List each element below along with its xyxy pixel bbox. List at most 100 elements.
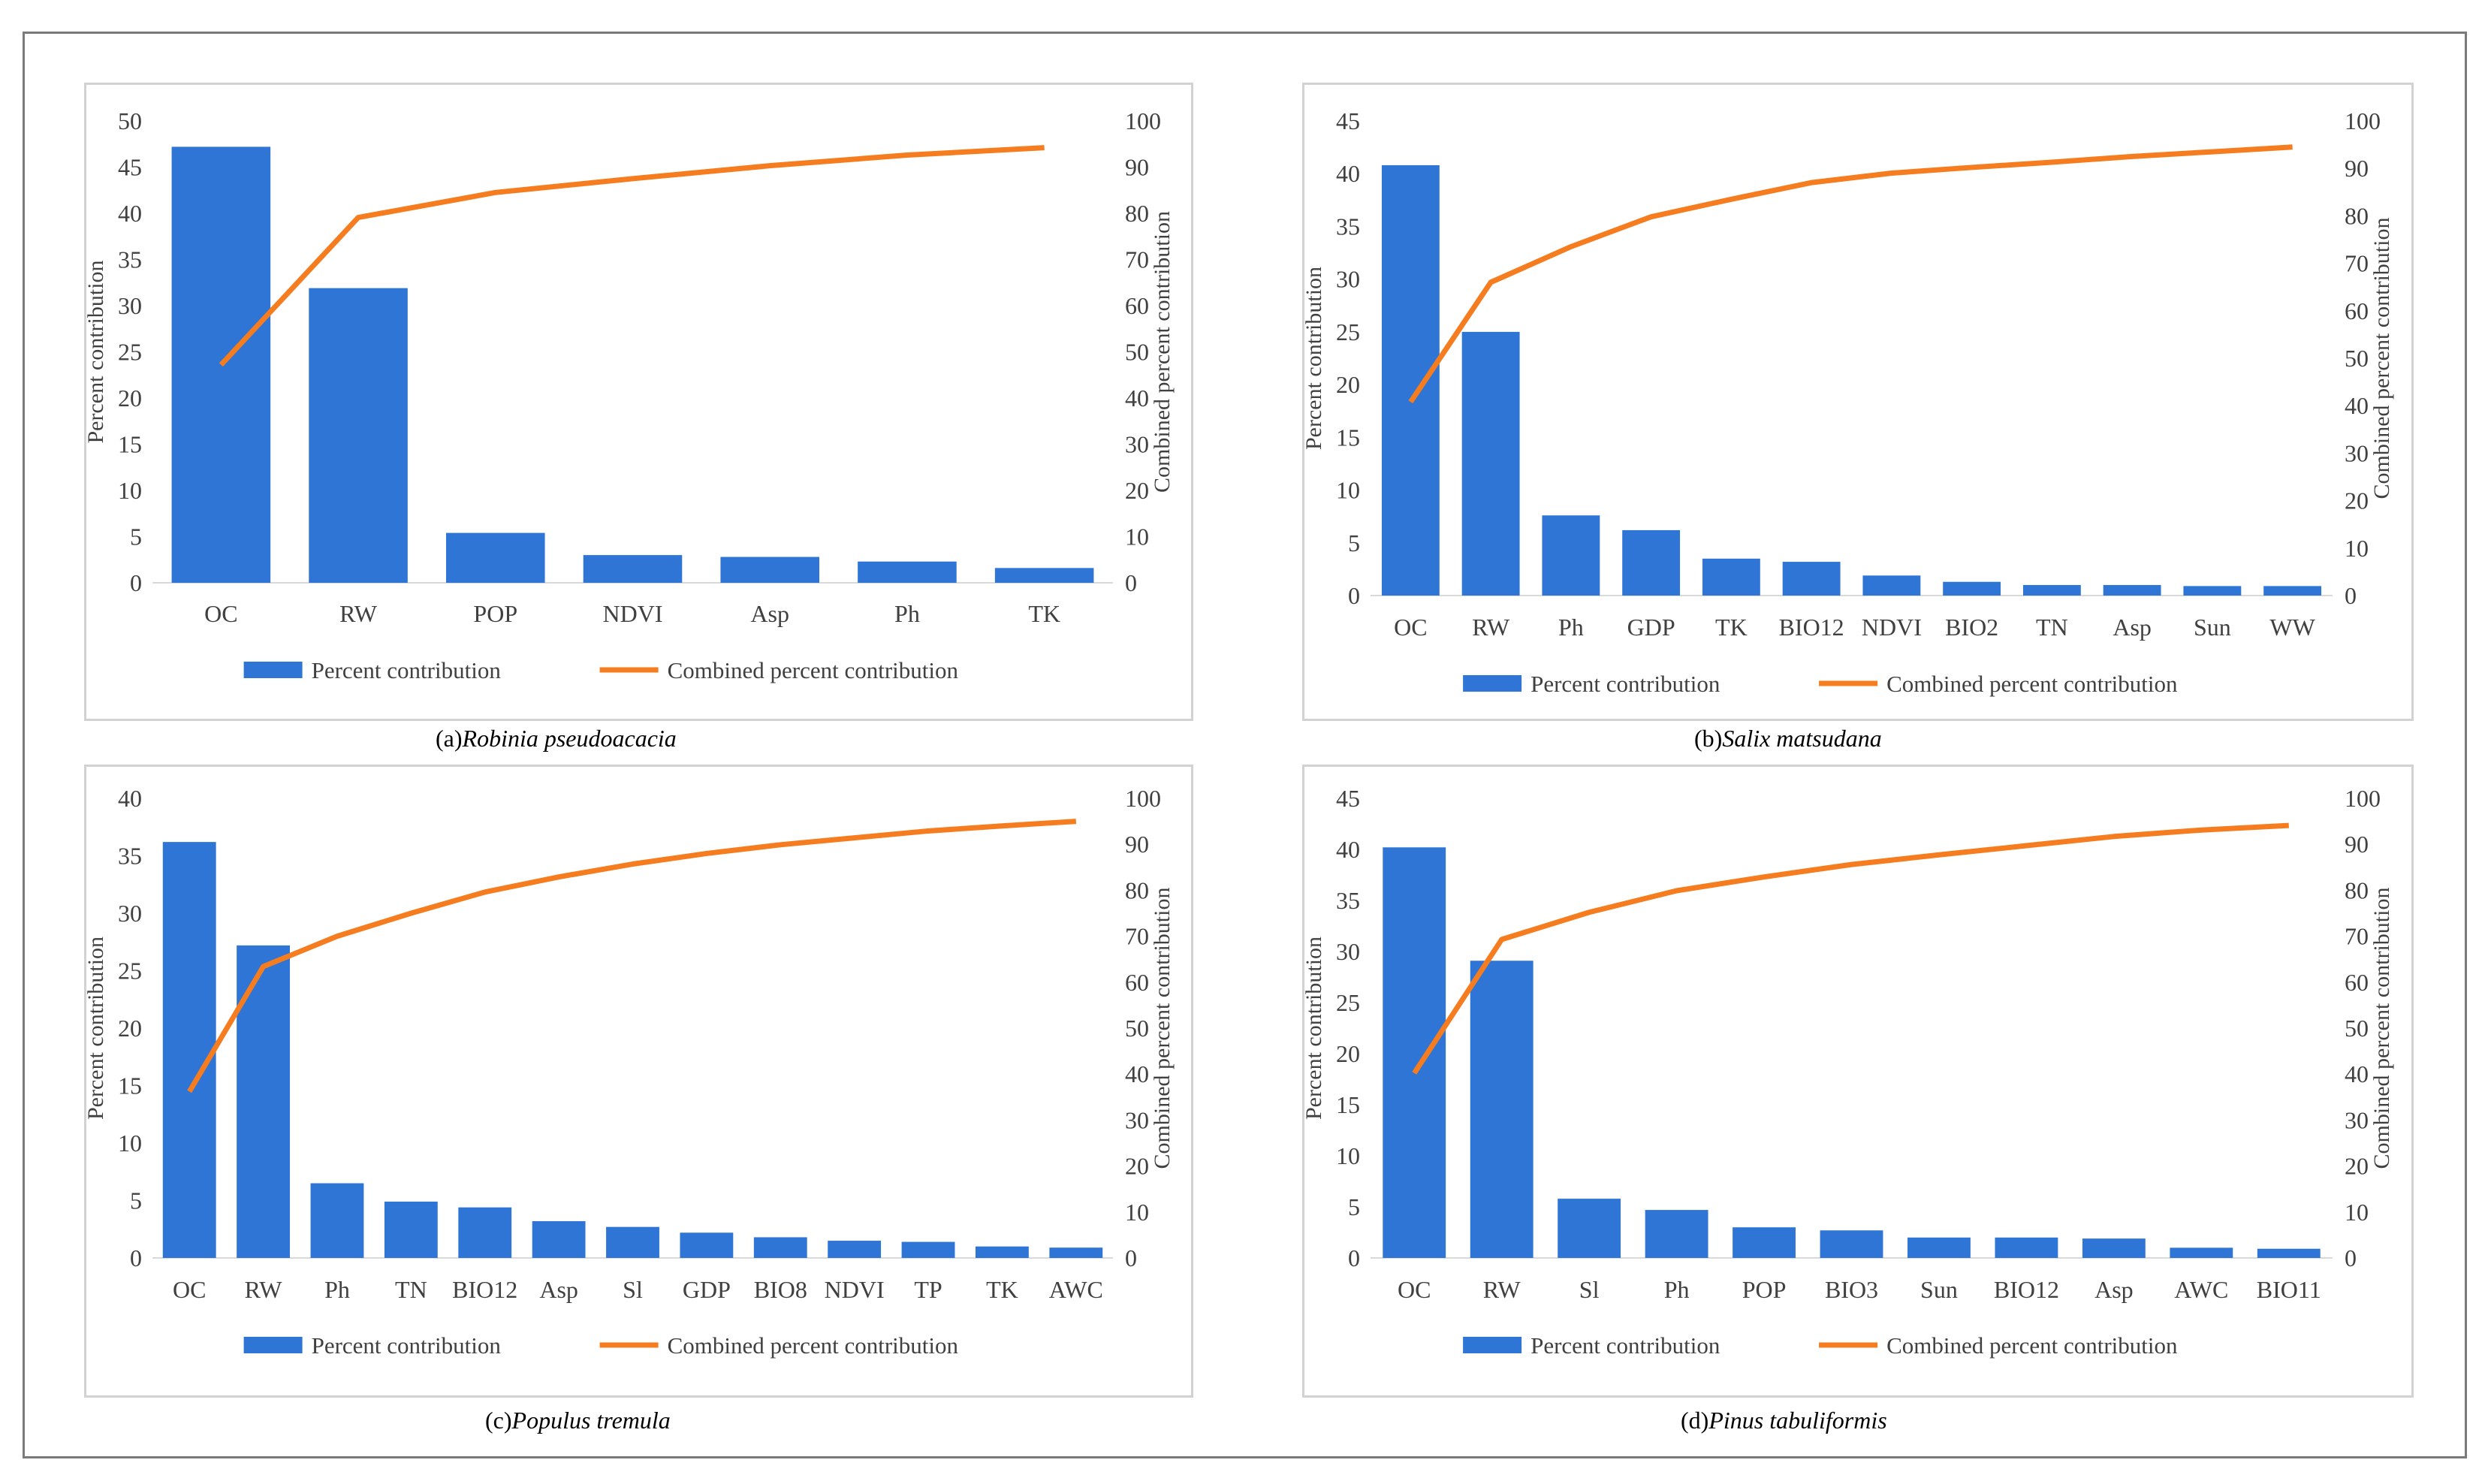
y-left-tick-label: 30 [1336,266,1360,293]
y-right-tick-label: 20 [2345,487,2369,514]
bar [753,1237,807,1258]
y-right-tick-label: 40 [2345,1060,2369,1087]
x-tick-label: POP [473,600,517,627]
y-right-tick-label: 10 [1125,523,1149,550]
x-tick-label: AWC [2174,1276,2228,1303]
x-tick-label: BIO12 [452,1276,517,1303]
legend-line-label: Combined percent contribution [1886,671,2178,697]
y-right-tick-label: 80 [1125,876,1149,903]
chart-panel-b: 0 5 10 15 20 25 30 35 40 45 0 10 20 30 40 50 60 70 80 90 100… [1302,83,2414,721]
y-left-tick-label: 35 [1336,887,1360,914]
y-right-tick-label: 40 [2345,392,2369,419]
bar [583,555,683,583]
bar [532,1221,586,1258]
bar [2170,1247,2233,1258]
y-right-tick-label: 90 [2345,155,2369,182]
x-tick-label: TN [395,1276,427,1303]
legend-bar-label: Percent contribution [1530,1332,1720,1359]
y-right-tick-label: 20 [1125,1153,1149,1180]
y-left-tick-label: 0 [1348,1244,1360,1271]
y-right-tick-label: 10 [2345,1199,2369,1226]
y-left-tick-label: 30 [118,292,142,319]
y-left-tick-label: 5 [1348,529,1360,556]
x-tick-label: OC [1398,1276,1431,1303]
caption-d: (d)Pinus tabuliformis [1681,1407,1887,1434]
bar [976,1246,1029,1258]
chart-d-svg: 0 5 10 15 20 25 30 35 40 45 0 10 20 30 40 50 60 70 80 90 100… [1304,785,2394,1359]
caption-b: (b)Salix matsudana [1694,725,1882,753]
bar [2022,584,2081,596]
x-tick-label: Asp [539,1276,578,1303]
bar [858,561,957,583]
chart-panel-c: 0 5 10 15 20 25 30 35 40 0 10 20 30 40 50 60 70 80 90 100 Pe… [84,765,1193,1398]
y-left-tick-label: 10 [1336,477,1360,504]
bar [1558,1199,1621,1258]
y-right-tick-label: 70 [1125,246,1149,273]
chart-a-svg: 0 5 10 15 20 25 30 35 40 45 50 0 10 20 30 40 50 60 70 80 90 1… [86,107,1175,683]
x-tick-label: BIO2 [1945,614,1998,641]
y-right-tick-label: 50 [2345,345,2369,372]
x-tick-label: OC [173,1276,206,1303]
bar [2183,586,2242,596]
y-left-tick-label: 40 [1336,160,1360,187]
bar [1049,1247,1103,1258]
x-tick-label: TK [1715,614,1748,641]
bar [1461,331,1520,596]
y-left-axis-title: Percent contribution [1304,937,1326,1120]
y-right-tick-label: 60 [2345,969,2369,996]
bar [1943,581,2001,596]
bar [1645,1210,1708,1258]
y-left-tick-label: 25 [1336,989,1360,1016]
y-left-tick-label: 45 [1336,107,1360,134]
bar [1907,1237,1971,1258]
legend-line-label: Combined percent contribution [668,657,959,683]
bar [2257,1248,2321,1258]
legend-bar-swatch [243,1337,303,1353]
y-right-tick-label: 70 [1125,923,1149,950]
caption-c-species: Populus tremula [511,1407,671,1434]
x-tick-label: AWC [1049,1276,1103,1303]
bar [310,1183,364,1258]
x-tick-label: RW [339,600,378,627]
x-tick-label: Sun [2194,614,2231,641]
y-left-tick-label: 5 [130,523,142,550]
y-left-tick-label: 30 [118,900,142,927]
x-tick-label: TK [986,1276,1018,1303]
x-tick-label: Asp [750,600,789,627]
bar [1622,529,1681,596]
bar [994,568,1094,583]
x-tick-label: Asp [2113,614,2152,641]
y-right-tick-label: 50 [1125,339,1149,366]
x-tick-label: TP [914,1276,942,1303]
x-tick-label: BIO8 [754,1276,807,1303]
bar [1381,164,1440,596]
y-right-tick-label: 60 [1125,969,1149,996]
legend-bar-swatch [243,662,303,678]
caption-d-prefix: (d) [1681,1407,1709,1434]
bar [2082,1238,2146,1258]
y-right-axis-title: Combined percent contribution [2369,218,2394,499]
caption-a-species: Robinia pseudoacacia [462,725,677,752]
cumulative-line [1412,822,2289,1075]
bar [162,842,216,1258]
bar [1702,558,1760,596]
y-right-tick-label: 0 [2345,1244,2357,1271]
figure-frame [23,32,2467,1458]
caption-c: (c)Populus tremula [485,1407,671,1434]
y-left-tick-label: 10 [118,1130,142,1157]
y-right-tick-label: 10 [2345,535,2369,562]
cumulative-line [1408,144,2293,404]
y-left-tick-label: 0 [1348,582,1360,609]
y-left-tick-label: 5 [130,1187,142,1214]
y-right-tick-label: 100 [2345,107,2381,134]
y-left-tick-label: 15 [1336,1091,1360,1118]
y-right-tick-label: 100 [1125,785,1161,812]
bar [237,945,290,1258]
bar [720,556,819,583]
y-right-axis-title: Combined percent contribution [1150,211,1175,493]
y-left-tick-label: 35 [118,843,142,870]
bar [2103,584,2161,596]
x-tick-label: NDVI [603,600,663,627]
x-tick-label: NDVI [825,1276,885,1303]
bar [1820,1230,1883,1258]
